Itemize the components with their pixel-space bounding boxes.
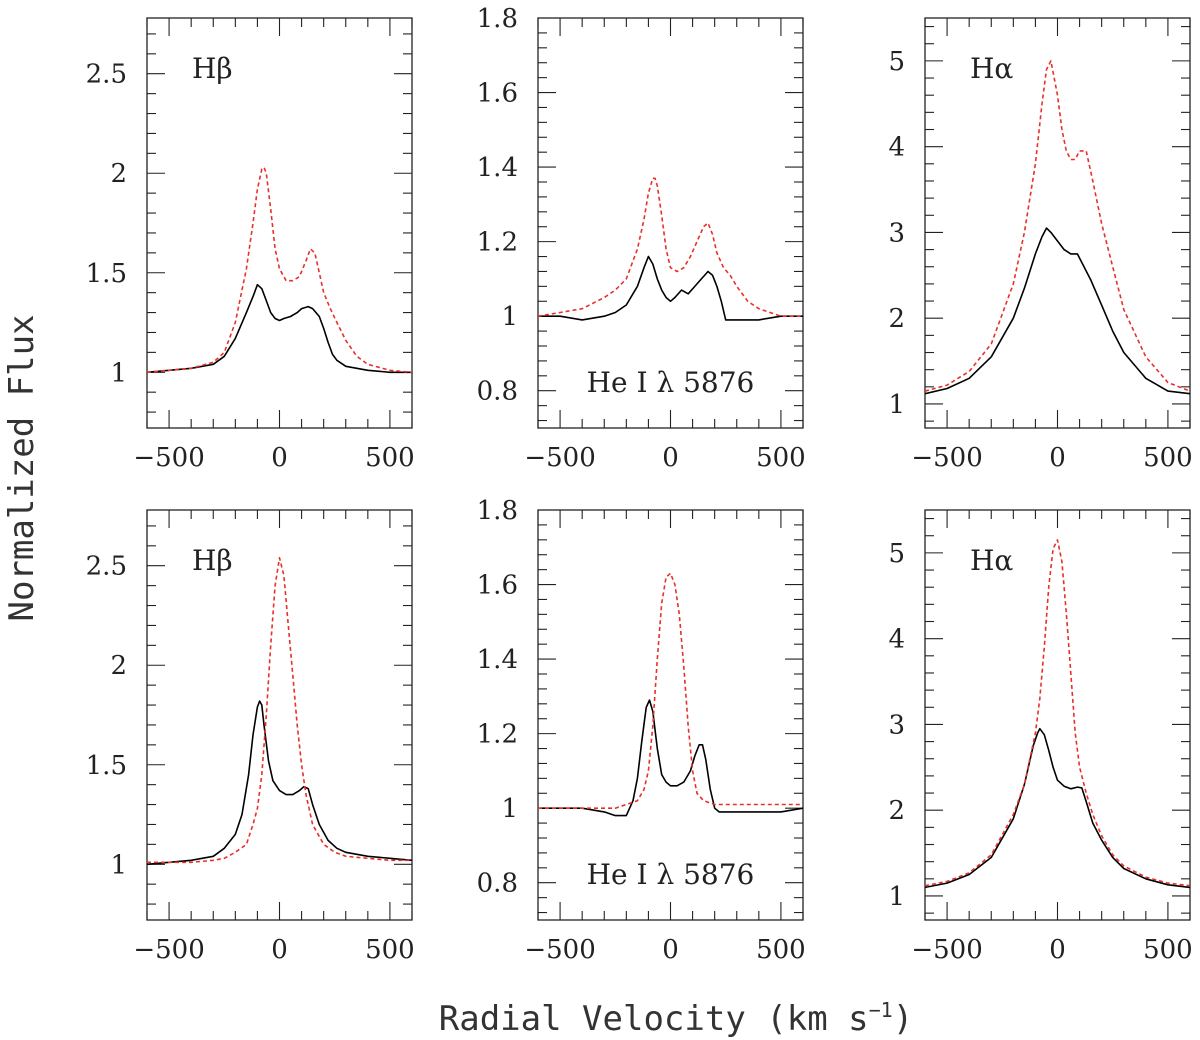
x-tick-label: 0: [271, 443, 288, 473]
y-tick-label: 1.2: [477, 720, 518, 750]
line-label: Hα: [970, 544, 1013, 577]
line-label: Hβ: [192, 544, 233, 577]
y-tick-label: 1: [501, 794, 518, 824]
y-tick-label: 1.2: [477, 228, 518, 258]
panel-series: [147, 166, 412, 374]
line-label: Hβ: [192, 52, 233, 85]
x-tick-label: 500: [756, 935, 806, 965]
y-tick-label: 2: [110, 651, 127, 681]
model-line: [925, 60, 1190, 392]
x-tick-label: −500: [911, 935, 982, 965]
y-tick-label: 3: [888, 710, 905, 740]
panel-series: [538, 177, 803, 321]
x-axis-title: Radial Velocity (km s−1): [439, 998, 913, 1039]
x-tick-label: 0: [1049, 935, 1066, 965]
panel-series: [538, 572, 803, 817]
panel-series: [147, 556, 412, 866]
y-tick-label: 4: [888, 133, 905, 163]
panel-5: −500 0 500 0.8 1 1.2 1.4 1.6 1.8 He I λ 5876: [477, 496, 806, 965]
line-label: He I λ 5876: [587, 366, 755, 399]
observed-line: [147, 700, 412, 866]
x-tick-label: 500: [1143, 935, 1193, 965]
model-line: [925, 539, 1190, 887]
y-tick-label: 2: [888, 304, 905, 334]
x-tick-label: 500: [365, 935, 415, 965]
observed-line: [147, 283, 412, 374]
y-tick-label: 1.6: [477, 79, 518, 109]
panel-series: [925, 60, 1190, 395]
x-tick-label: 0: [271, 935, 288, 965]
y-axis-title: Normalized Flux: [2, 314, 42, 621]
x-axis-title-main: Radial Velocity (km s: [439, 999, 869, 1039]
y-tick-label: 1: [110, 850, 127, 880]
line-label: He I λ 5876: [587, 858, 755, 891]
x-tick-label: −500: [524, 443, 595, 473]
line-label: Hα: [970, 52, 1013, 85]
observed-line: [538, 255, 803, 321]
y-tick-label: 1.4: [477, 153, 518, 183]
y-tick-label: 5: [888, 539, 905, 569]
x-tick-label: 0: [662, 935, 679, 965]
y-tick-label: 0.8: [477, 869, 518, 899]
x-axis-title-close: ): [893, 999, 913, 1039]
x-tick-label: −500: [524, 935, 595, 965]
y-tick-label: 1: [110, 358, 127, 388]
panel-4: −500 0 500 1 1.5 2 2.5 Hβ: [86, 509, 415, 965]
panel-frame: [146, 17, 413, 429]
observed-line: [925, 227, 1190, 395]
panel-series: [925, 539, 1190, 889]
y-tick-label: 1.5: [86, 259, 127, 289]
y-tick-label: 1.5: [86, 751, 127, 781]
y-tick-label: 4: [888, 625, 905, 655]
y-tick-label: 2.5: [86, 60, 127, 90]
x-tick-label: 500: [365, 443, 415, 473]
model-line: [538, 572, 803, 810]
x-tick-label: 0: [1049, 443, 1066, 473]
x-tick-label: 500: [756, 443, 806, 473]
y-tick-label: 2: [110, 159, 127, 189]
y-tick-label: 1: [501, 302, 518, 332]
panel-2: −500 0 500 0.8 1 1.2 1.4 1.6 1.8 He I λ 5876: [477, 4, 806, 473]
y-tick-label: 2: [888, 796, 905, 826]
y-tick-label: 5: [888, 47, 905, 77]
y-tick-label: 0.8: [477, 377, 518, 407]
y-tick-label: 1: [888, 390, 905, 420]
panel-6: −500 0 500 1 2 3 4 5 Hα: [888, 509, 1193, 965]
x-tick-label: −500: [133, 443, 204, 473]
y-tick-label: 1: [888, 882, 905, 912]
x-tick-label: −500: [911, 443, 982, 473]
panel-3: −500 0 500 1 2 3 4 5 Hα: [888, 17, 1193, 473]
x-tick-label: −500: [133, 935, 204, 965]
y-tick-label: 1.8: [477, 4, 518, 34]
x-tick-label: 500: [1143, 443, 1193, 473]
model-line: [538, 177, 803, 318]
panel-1: −500 0 500 1 1.5 2 2.5 Hβ: [86, 17, 415, 473]
x-axis-title-sup: −1: [869, 998, 893, 1022]
observed-line: [925, 727, 1190, 889]
x-tick-label: 0: [662, 443, 679, 473]
y-tick-label: 1.6: [477, 571, 518, 601]
y-tick-label: 1.4: [477, 645, 518, 675]
model-line: [147, 556, 412, 864]
panel-frame: [924, 509, 1191, 921]
y-tick-label: 3: [888, 218, 905, 248]
panel-frame: [924, 17, 1191, 429]
y-tick-label: 2.5: [86, 552, 127, 582]
model-line: [147, 166, 412, 374]
observed-line: [538, 699, 803, 817]
y-tick-label: 1.8: [477, 496, 518, 526]
